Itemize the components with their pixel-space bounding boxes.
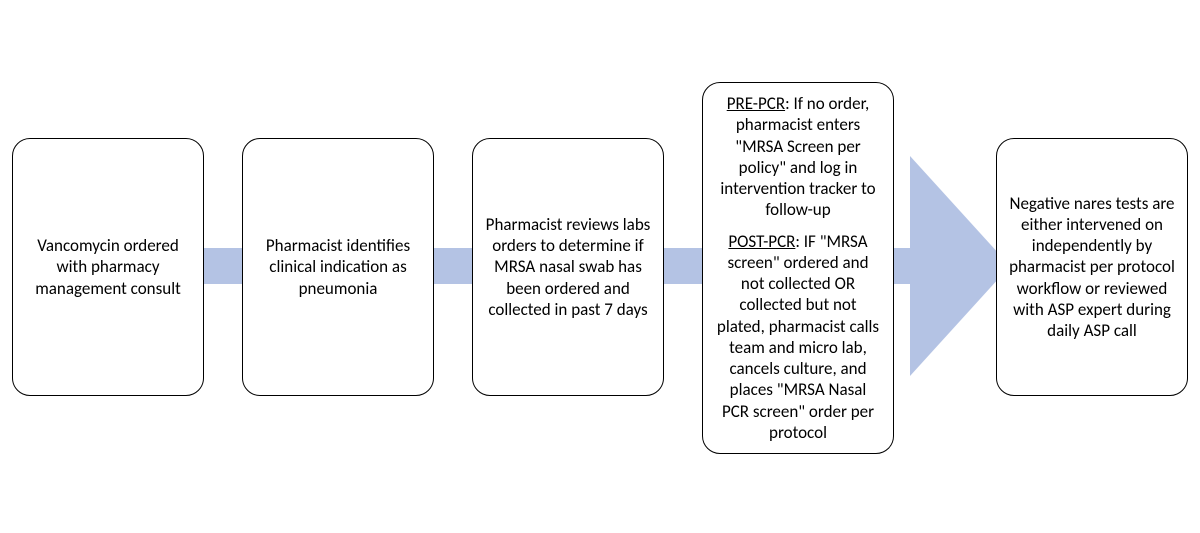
post-pcr-label: POST-PCR xyxy=(728,231,795,252)
flow-node-4: PRE-PCR: If no order, pharmacist enters … xyxy=(702,82,894,454)
flow-node-3-text: Pharmacist reviews labs orders to determ… xyxy=(485,214,651,320)
flow-node-1-text: Vancomycin ordered with pharmacy managem… xyxy=(25,235,191,299)
flow-node-2-text: Pharmacist identifies clinical indicatio… xyxy=(255,235,421,299)
flow-node-1: Vancomycin ordered with pharmacy managem… xyxy=(12,138,204,396)
pre-pcr-label: PRE-PCR xyxy=(727,93,785,114)
flow-node-3: Pharmacist reviews labs orders to determ… xyxy=(472,138,664,396)
flow-node-2: Pharmacist identifies clinical indicatio… xyxy=(242,138,434,396)
flow-node-4-text: PRE-PCR: If no order, pharmacist enters … xyxy=(715,93,881,443)
flow-node-5: Negative nares tests are either interven… xyxy=(996,138,1188,396)
flowchart-canvas: Vancomycin ordered with pharmacy managem… xyxy=(0,0,1200,533)
flow-node-5-text: Negative nares tests are either interven… xyxy=(1009,193,1175,342)
post-pcr-text: : IF "MRSA screen" ordered and not colle… xyxy=(717,231,879,443)
